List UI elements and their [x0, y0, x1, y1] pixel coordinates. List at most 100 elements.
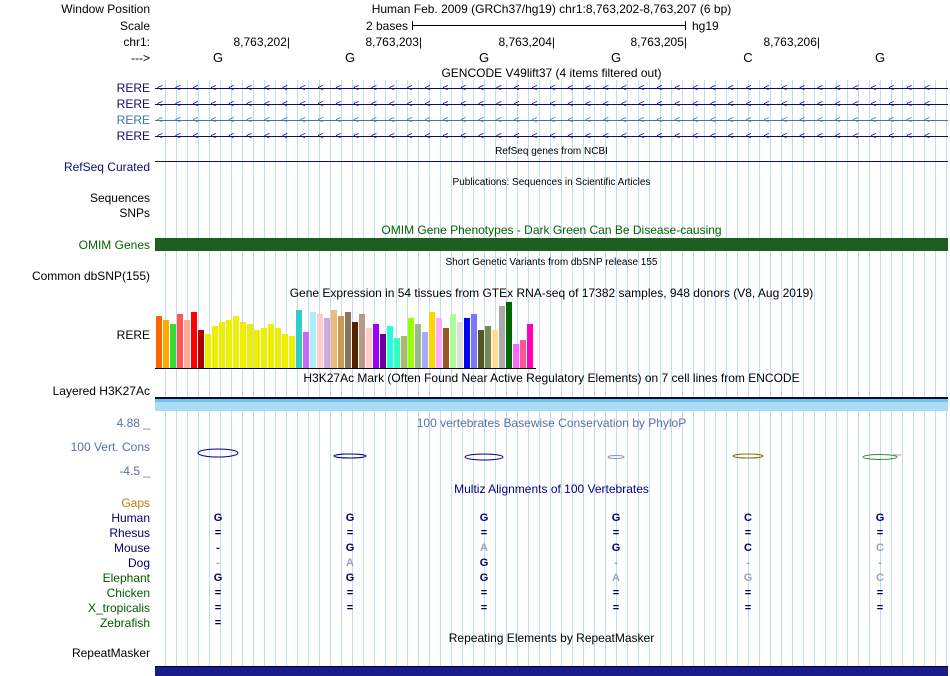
gtex-bar[interactable]	[352, 322, 358, 368]
gtex-bar[interactable]	[324, 318, 330, 368]
gtex-bar[interactable]	[282, 334, 288, 368]
gene-label[interactable]: RERE	[116, 81, 150, 95]
gtex-bar[interactable]	[212, 326, 218, 368]
gtex-bar[interactable]	[170, 324, 176, 368]
gtex-bar[interactable]	[296, 310, 302, 368]
gtex-bar[interactable]	[485, 326, 491, 368]
gtex-bar[interactable]	[261, 328, 267, 368]
gtex-bar[interactable]	[373, 324, 379, 368]
omim-genes-label[interactable]: OMIM Genes	[78, 238, 150, 252]
gtex-bar[interactable]	[408, 318, 414, 368]
species-label-mouse[interactable]: Mouse	[113, 541, 150, 555]
species-label-dog[interactable]: Dog	[127, 556, 150, 570]
gtex-bar[interactable]	[310, 312, 316, 368]
gtex-bar[interactable]	[247, 324, 253, 368]
gtex-bar[interactable]	[191, 312, 197, 368]
omim-gene-bar[interactable]	[155, 238, 948, 251]
gtex-bar[interactable]	[457, 322, 463, 368]
gtex-bar[interactable]	[429, 312, 435, 368]
gene-label[interactable]: RERE	[116, 129, 150, 143]
species-label-chicken[interactable]: Chicken	[106, 586, 150, 600]
gtex-bar[interactable]	[366, 328, 372, 368]
repeatmasker-track-title[interactable]: Repeating Elements by RepeatMasker	[448, 631, 655, 645]
gtex-bar[interactable]	[240, 322, 246, 368]
publications-track-title[interactable]: Publications: Sequences in Scientific Ar…	[452, 177, 651, 188]
gtex-expression-chart[interactable]	[156, 300, 538, 368]
gtex-bar[interactable]	[184, 320, 190, 368]
gtex-bar[interactable]	[401, 336, 407, 368]
alignment-base: C	[876, 572, 884, 584]
gtex-bar[interactable]	[506, 302, 512, 368]
species-label-gaps[interactable]: Gaps	[121, 496, 150, 510]
species-label-rhesus[interactable]: Rhesus	[109, 526, 150, 540]
h3k27ac-signal-bar[interactable]	[155, 397, 948, 411]
refseq-curated-label[interactable]: RefSeq Curated	[63, 160, 150, 174]
gtex-bar[interactable]	[345, 312, 351, 368]
gtex-bar[interactable]	[387, 326, 393, 368]
position-label: 8,763,203|	[365, 35, 422, 49]
species-label-zebrafish[interactable]: Zebrafish	[99, 616, 150, 630]
h3k27ac-track-title[interactable]: H3K27Ac Mark (Often Found Near Active Re…	[303, 371, 800, 385]
refseq-track-title[interactable]: RefSeq genes from NCBI	[495, 146, 608, 157]
gtex-bar[interactable]	[226, 320, 232, 368]
gtex-bar[interactable]	[156, 316, 162, 368]
gene-item[interactable]: <<<<<<<<<<<<<<<<<<<<<<<<<<<<<<<<<<<<<<<<…	[155, 81, 948, 96]
gene-item[interactable]: <<<<<<<<<<<<<<<<<<<<<<<<<<<<<<<<<<<<<<<<…	[155, 113, 948, 128]
gtex-bar[interactable]	[254, 330, 260, 368]
phylop-track-title[interactable]: 100 vertebrates Basewise Conservation by…	[416, 416, 687, 430]
gtex-bar[interactable]	[219, 322, 225, 368]
gtex-bar[interactable]	[331, 310, 337, 368]
gene-label[interactable]: RERE	[116, 97, 150, 111]
gtex-bar[interactable]	[303, 332, 309, 368]
gtex-bar[interactable]	[415, 324, 421, 368]
gene-item[interactable]: <<<<<<<<<<<<<<<<<<<<<<<<<<<<<<<<<<<<<<<<…	[155, 97, 948, 112]
multiz-track-title[interactable]: Multiz Alignments of 100 Vertebrates	[454, 482, 649, 496]
h3k27ac-label[interactable]: Layered H3K27Ac	[52, 384, 150, 398]
gtex-bar[interactable]	[464, 318, 470, 368]
gtex-bar[interactable]	[499, 306, 505, 368]
phylop-wiggle[interactable]	[155, 444, 948, 470]
gencode-track-title[interactable]: GENCODE V49lift37 (4 items filtered out)	[441, 66, 662, 80]
gtex-bar[interactable]	[289, 336, 295, 368]
gtex-bar[interactable]	[275, 328, 281, 368]
species-label-human[interactable]: Human	[111, 511, 150, 525]
gtex-bar[interactable]	[443, 328, 449, 368]
gtex-bar[interactable]	[450, 314, 456, 368]
position-label: 8,763,204|	[498, 35, 555, 49]
gtex-bar[interactable]	[527, 324, 533, 368]
gtex-bar[interactable]	[338, 316, 344, 368]
dbsnp-label[interactable]: Common dbSNP(155)	[31, 269, 150, 283]
phylop-label[interactable]: 100 Vert. Cons	[70, 440, 150, 454]
sequences-label[interactable]: Sequences	[89, 191, 150, 205]
gtex-bar[interactable]	[471, 314, 477, 368]
gtex-bar[interactable]	[205, 334, 211, 368]
species-label-x_tropicalis[interactable]: X_tropicalis	[87, 601, 150, 615]
gtex-bar[interactable]	[520, 340, 526, 368]
gtex-track-title[interactable]: Gene Expression in 54 tissues from GTEx …	[289, 286, 814, 300]
gtex-bar[interactable]	[233, 316, 239, 368]
gtex-bar[interactable]	[268, 324, 274, 368]
gtex-bar[interactable]	[492, 330, 498, 368]
gtex-bar[interactable]	[177, 314, 183, 368]
gtex-bar[interactable]	[163, 320, 169, 368]
gene-item[interactable]: <<<<<<<<<<<<<<<<<<<<<<<<<<<<<<<<<<<<<<<<…	[155, 129, 948, 144]
species-label-elephant[interactable]: Elephant	[102, 571, 150, 585]
snps-label[interactable]: SNPs	[119, 206, 150, 220]
gtex-bar[interactable]	[513, 344, 519, 368]
gtex-bar[interactable]	[394, 338, 400, 368]
position-ruler[interactable]: 8,763,202| 8,763,203| 8,763,204| 8,763,205|…	[0, 35, 950, 49]
gtex-bar[interactable]	[422, 332, 428, 368]
gtex-bar[interactable]	[359, 314, 365, 368]
gene-label[interactable]: RERE	[116, 113, 150, 127]
dbsnp-track-title[interactable]: Short Genetic Variants from dbSNP releas…	[445, 257, 658, 268]
gtex-bar[interactable]	[380, 334, 386, 368]
refseq-gene-item[interactable]	[155, 161, 948, 162]
gtex-gene-label[interactable]: RERE	[116, 328, 150, 342]
alignment-base: =	[744, 527, 752, 539]
omim-track-title[interactable]: OMIM Gene Phenotypes - Dark Green Can Be…	[381, 223, 722, 237]
gtex-bar[interactable]	[198, 330, 204, 368]
gtex-bar[interactable]	[478, 330, 484, 368]
gtex-bar[interactable]	[436, 318, 442, 368]
repeatmasker-label[interactable]: RepeatMasker	[71, 646, 150, 660]
gtex-bar[interactable]	[317, 314, 323, 368]
